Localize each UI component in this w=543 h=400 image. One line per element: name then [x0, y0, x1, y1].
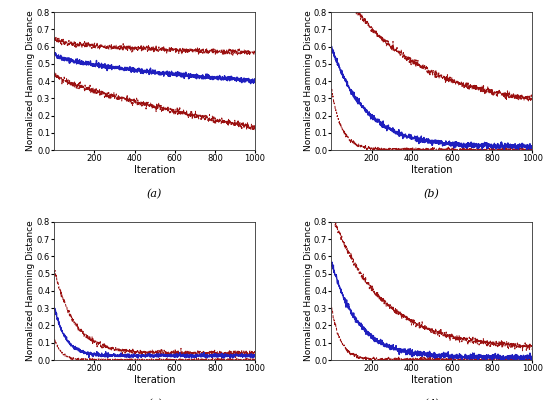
X-axis label: Iteration: Iteration — [411, 374, 452, 384]
Y-axis label: Normalized Hamming Distance: Normalized Hamming Distance — [27, 11, 35, 152]
Text: (a): (a) — [147, 189, 162, 199]
X-axis label: Iteration: Iteration — [134, 165, 175, 175]
Y-axis label: Normalized Hamming Distance: Normalized Hamming Distance — [304, 220, 313, 361]
X-axis label: Iteration: Iteration — [411, 165, 452, 175]
Text: (d): (d) — [424, 399, 440, 400]
Text: (b): (b) — [424, 189, 440, 199]
Y-axis label: Normalized Hamming Distance: Normalized Hamming Distance — [304, 11, 313, 152]
X-axis label: Iteration: Iteration — [134, 374, 175, 384]
Text: (c): (c) — [147, 399, 162, 400]
Y-axis label: Normalized Hamming Distance: Normalized Hamming Distance — [27, 220, 35, 361]
